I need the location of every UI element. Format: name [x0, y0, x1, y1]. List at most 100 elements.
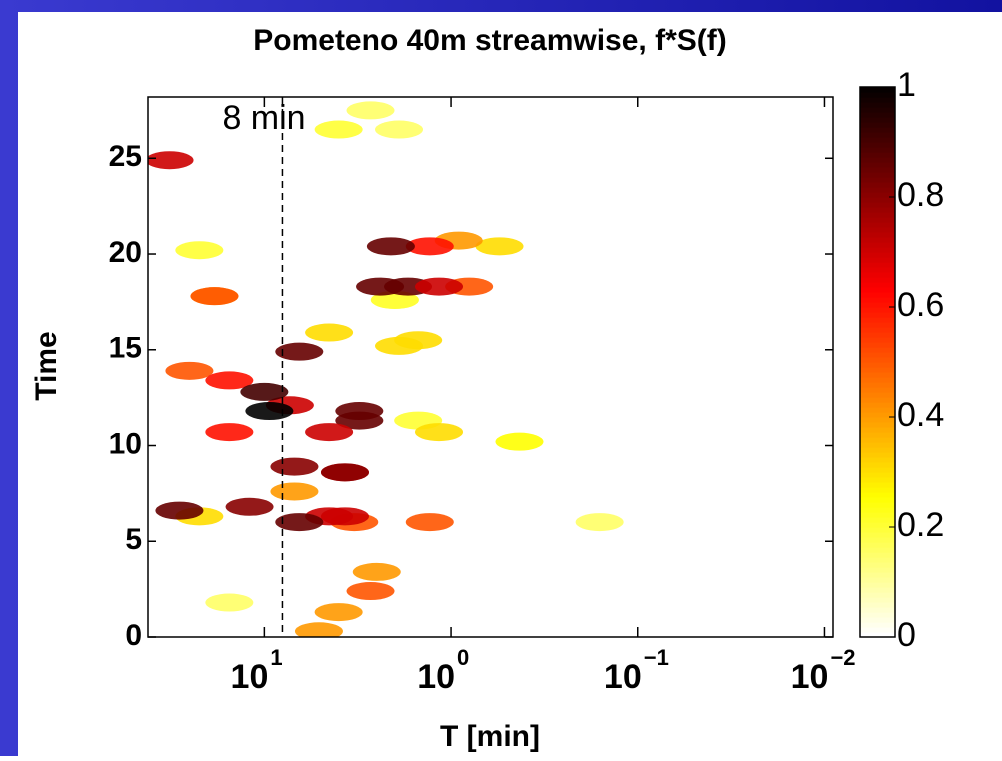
chart-title: Pometeno 40m streamwise, f*S(f) [253, 24, 726, 57]
colorbar-strip [860, 307, 895, 313]
colorbar-strip [860, 607, 895, 613]
colorbar-strip [860, 342, 895, 348]
colorbar-strip [860, 392, 895, 398]
colorbar-strip [860, 387, 895, 393]
heat-blob [352, 562, 401, 581]
heat-blob [314, 120, 363, 139]
colorbar-strip [860, 547, 895, 553]
heat-blob [415, 423, 464, 442]
colorbar-strip [860, 617, 895, 623]
colorbar-strip [860, 267, 895, 273]
colorbar-strip [860, 467, 895, 473]
x-tick-label: 10 [791, 658, 829, 696]
colorbar-strip [860, 362, 895, 368]
colorbar-strip [860, 317, 895, 323]
colorbar-strip [860, 587, 895, 593]
colorbar-strip [860, 132, 895, 138]
colorbar-strip [860, 487, 895, 493]
heat-blob [335, 402, 384, 421]
heat-blob [245, 402, 294, 421]
colorbar-strip [860, 407, 895, 413]
colorbar-strip [860, 592, 895, 598]
x-tick-exponent: 0 [457, 645, 469, 670]
colorbar-strip [860, 262, 895, 268]
colorbar-strip [860, 627, 895, 633]
colorbar-strip [860, 492, 895, 498]
heat-blob [205, 593, 254, 612]
x-tick-label: 10 [231, 658, 269, 696]
heat-blob [305, 323, 354, 342]
colorbar-strip [860, 482, 895, 488]
heat-blob [575, 513, 624, 532]
heat-blob [270, 457, 319, 476]
colorbar-strip [860, 562, 895, 568]
heat-blob [270, 482, 319, 501]
y-axis-label: Time [30, 331, 63, 400]
colorbar-strip [860, 222, 895, 228]
heat-blob [320, 463, 369, 482]
heat-blob [475, 237, 524, 256]
y-tick-label: 15 [109, 332, 142, 365]
colorbar-strip [860, 137, 895, 143]
colorbar-strip [860, 287, 895, 293]
heat-blob [155, 501, 204, 520]
colorbar-strip [860, 177, 895, 183]
colorbar-tick-label: 0.4 [897, 396, 944, 434]
heat-blob [375, 120, 424, 139]
colorbar-strip [860, 337, 895, 343]
heat-blob [320, 507, 369, 526]
colorbar-strip [860, 112, 895, 118]
colorbar-strip [860, 417, 895, 423]
colorbar-tick-label: 0.6 [897, 286, 944, 324]
heat-blob [294, 622, 343, 637]
colorbar-strip [860, 322, 895, 328]
colorbar-strip [860, 572, 895, 578]
colorbar-tick-label: 1 [897, 66, 916, 104]
colorbar-strip [860, 412, 895, 418]
colorbar-strip [860, 187, 895, 193]
colorbar-strip [860, 142, 895, 148]
heat-blob [205, 423, 254, 442]
colorbar-strip [860, 357, 895, 363]
heat-blob [165, 361, 214, 380]
heat-blob [394, 331, 443, 350]
colorbar-strip [860, 277, 895, 283]
colorbar-strip [860, 122, 895, 128]
y-tick-label: 0 [125, 619, 142, 652]
colorbar-strip [860, 372, 895, 378]
colorbar-strip [860, 352, 895, 358]
heatmap-cells [148, 101, 624, 637]
colorbar-tick-label: 0.2 [897, 506, 944, 544]
heat-blob [366, 237, 415, 256]
heat-blob [495, 432, 544, 451]
colorbar-strip [860, 477, 895, 483]
colorbar-strip [860, 397, 895, 403]
colorbar-strip [860, 297, 895, 303]
colorbar-strip [860, 302, 895, 308]
colorbar-strip [860, 92, 895, 98]
colorbar-strip [860, 422, 895, 428]
colorbar-strip [860, 312, 895, 318]
heat-blob [240, 382, 289, 401]
colorbar-strip [860, 87, 895, 93]
colorbar-frame [859, 86, 896, 638]
y-tick-label: 5 [125, 523, 142, 556]
colorbar-strip [860, 257, 895, 263]
colorbar-strip [860, 212, 895, 218]
colorbar-strip [860, 207, 895, 213]
colorbar-strip [860, 462, 895, 468]
heat-blob [225, 497, 274, 516]
heat-blob [314, 603, 363, 622]
colorbar-strip [860, 252, 895, 258]
heat-blob [175, 241, 224, 260]
colorbar-strip [860, 127, 895, 133]
heat-blob [415, 277, 464, 296]
heat-blob [405, 237, 454, 256]
colorbar-strip [860, 447, 895, 453]
x-tick-exponent: −1 [644, 645, 669, 670]
heat-blob [190, 287, 239, 306]
colorbar-strip [860, 217, 895, 223]
colorbar-strip [860, 632, 895, 638]
colorbar-strip [860, 332, 895, 338]
colorbar-strip [860, 292, 895, 298]
